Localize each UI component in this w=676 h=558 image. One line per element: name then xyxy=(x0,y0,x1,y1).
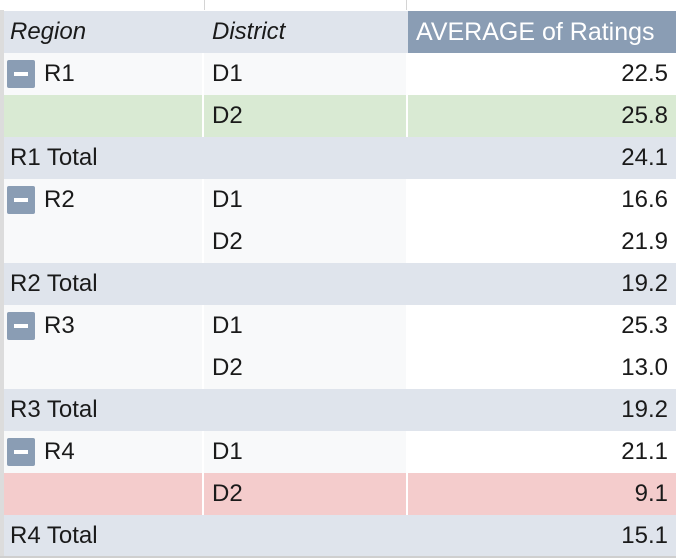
region-label: R4 xyxy=(44,438,75,465)
pivot-data-row: D2 25.8 xyxy=(4,95,676,137)
top-grid-edge xyxy=(0,0,676,10)
pivot-header-row: Region District AVERAGE of Ratings xyxy=(4,11,676,53)
total-value[interactable]: 15.1 xyxy=(621,522,668,549)
district-cell[interactable]: D1 xyxy=(212,186,243,213)
pivot-data-row: D2 13.0 xyxy=(4,347,676,389)
region-cell[interactable]: R4 xyxy=(4,431,202,473)
rating-value-cell[interactable]: 25.8 xyxy=(621,102,668,129)
column-separator xyxy=(202,221,204,263)
minus-icon xyxy=(14,198,28,202)
district-cell[interactable]: D1 xyxy=(212,60,243,87)
region-total-row: R2 Total 19.2 xyxy=(4,263,676,305)
rating-value-cell[interactable]: 9.1 xyxy=(634,480,668,507)
pivot-data-row: R2 D1 16.6 xyxy=(4,179,676,221)
minus-icon xyxy=(14,324,28,328)
total-label[interactable]: R3 Total xyxy=(10,396,98,423)
region-total-row: R4 Total 15.1 xyxy=(4,515,676,557)
region-cell[interactable] xyxy=(4,473,202,515)
average-ratings-header[interactable]: AVERAGE of Ratings xyxy=(408,11,676,53)
column-separator xyxy=(406,179,408,221)
grid-line xyxy=(204,0,205,10)
pivot-data-row: R1 D1 22.5 xyxy=(4,53,676,95)
grid-line xyxy=(406,0,407,10)
region-cell[interactable]: R1 xyxy=(4,53,202,95)
region-cell[interactable] xyxy=(4,95,202,137)
region-header[interactable]: Region xyxy=(10,18,87,45)
district-header[interactable]: District xyxy=(212,18,286,45)
column-separator xyxy=(202,347,204,389)
region-label: R1 xyxy=(44,60,75,87)
district-cell[interactable]: D1 xyxy=(212,312,243,339)
total-label[interactable]: R2 Total xyxy=(10,270,98,297)
column-separator xyxy=(202,95,204,137)
column-separator xyxy=(406,11,408,53)
column-separator xyxy=(202,53,204,95)
rating-value-cell[interactable]: 21.9 xyxy=(408,221,676,263)
total-value[interactable]: 19.2 xyxy=(621,270,668,297)
district-cell[interactable]: D2 xyxy=(212,480,243,507)
rating-value-cell[interactable]: 13.0 xyxy=(408,347,676,389)
collapse-group-icon[interactable] xyxy=(7,312,35,340)
total-label[interactable]: R1 Total xyxy=(10,144,98,171)
rating-value-cell[interactable]: 22.5 xyxy=(408,53,676,95)
column-separator xyxy=(406,431,408,473)
column-separator xyxy=(202,179,204,221)
region-cell[interactable]: R3 xyxy=(4,305,202,347)
pivot-data-row: R4 D1 21.1 xyxy=(4,431,676,473)
district-cell[interactable]: D2 xyxy=(212,102,243,129)
column-separator xyxy=(202,305,204,347)
region-cell[interactable] xyxy=(4,347,202,389)
district-cell[interactable]: D2 xyxy=(212,354,243,381)
rating-value-cell[interactable]: 21.1 xyxy=(408,431,676,473)
total-value[interactable]: 19.2 xyxy=(621,396,668,423)
column-separator xyxy=(406,347,408,389)
region-cell[interactable] xyxy=(4,221,202,263)
total-label[interactable]: R4 Total xyxy=(10,522,98,549)
column-separator xyxy=(406,95,408,137)
pivot-data-row: D2 21.9 xyxy=(4,221,676,263)
pivot-data-row: R3 D1 25.3 xyxy=(4,305,676,347)
column-separator xyxy=(406,221,408,263)
district-cell[interactable]: D1 xyxy=(212,438,243,465)
rating-value-cell[interactable]: 25.3 xyxy=(408,305,676,347)
bottom-grid-edge xyxy=(0,556,676,558)
column-separator xyxy=(406,305,408,347)
column-separator xyxy=(202,11,204,53)
district-cell[interactable]: D2 xyxy=(212,228,243,255)
rating-value-cell[interactable]: 16.6 xyxy=(408,179,676,221)
column-separator xyxy=(202,473,204,515)
column-separator xyxy=(406,53,408,95)
minus-icon xyxy=(14,450,28,454)
region-total-row: R1 Total 24.1 xyxy=(4,137,676,179)
collapse-group-icon[interactable] xyxy=(7,186,35,214)
collapse-group-icon[interactable] xyxy=(7,60,35,88)
left-grid-edge xyxy=(0,10,4,556)
pivot-data-row: D2 9.1 xyxy=(4,473,676,515)
region-label: R2 xyxy=(44,186,75,213)
region-total-row: R3 Total 19.2 xyxy=(4,389,676,431)
collapse-group-icon[interactable] xyxy=(7,438,35,466)
total-value[interactable]: 24.1 xyxy=(621,144,668,171)
region-label: R3 xyxy=(44,312,75,339)
column-separator xyxy=(202,431,204,473)
region-cell[interactable]: R2 xyxy=(4,179,202,221)
column-separator xyxy=(406,473,408,515)
minus-icon xyxy=(14,72,28,76)
